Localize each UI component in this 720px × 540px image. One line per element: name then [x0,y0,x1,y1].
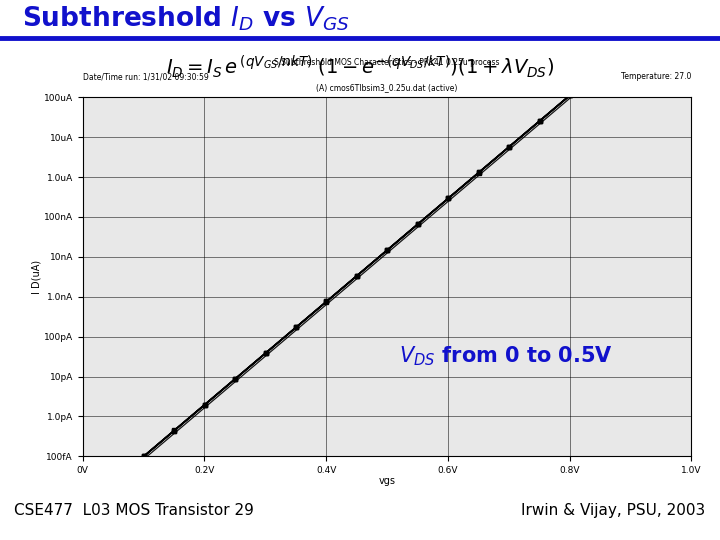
Text: Irwin & Vijay, PSU, 2003: Irwin & Vijay, PSU, 2003 [521,503,706,518]
Text: $V_{DS}$ from 0 to 0.5V: $V_{DS}$ from 0 to 0.5V [399,344,613,368]
Text: CSE477  L03 MOS Transistor 29: CSE477 L03 MOS Transistor 29 [14,503,254,518]
Text: (A) cmos6TIbsim3_0.25u.dat (active): (A) cmos6TIbsim3_0.25u.dat (active) [316,83,458,92]
Text: Date/Time run: 1/31/02 09:30:59: Date/Time run: 1/31/02 09:30:59 [83,72,209,81]
X-axis label: vgs: vgs [379,476,395,487]
Text: S.Subthreshold MOS Characteristics - PR141 0.25u process: S.Subthreshold MOS Characteristics - PR1… [274,58,500,66]
Text: $I_D = I_S\, e^{\,(qV_{GS}/nkT)}\; (1 - e^{-(qV_{DS}/kT)})(1 + \lambda V_{DS})$: $I_D = I_S\, e^{\,(qV_{GS}/nkT)}\; (1 - … [166,53,554,80]
Text: Temperature: 27.0: Temperature: 27.0 [621,72,691,81]
Text: Subthreshold $I_D$ vs $V_{GS}$: Subthreshold $I_D$ vs $V_{GS}$ [22,4,350,33]
Y-axis label: I D(uA): I D(uA) [31,260,41,294]
